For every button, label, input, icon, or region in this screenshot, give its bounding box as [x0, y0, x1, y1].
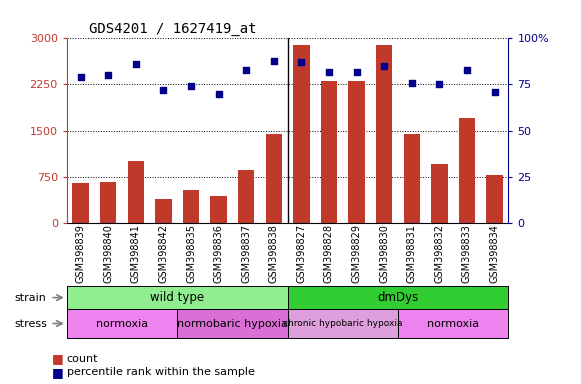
Bar: [288, 309, 398, 338]
Point: [297, 59, 306, 65]
Text: wild type: wild type: [150, 291, 205, 304]
Bar: [127, 161, 144, 223]
Bar: [72, 183, 89, 223]
Bar: [348, 81, 365, 223]
Text: GDS4201 / 1627419_at: GDS4201 / 1627419_at: [89, 22, 256, 36]
Bar: [67, 286, 288, 309]
Bar: [100, 182, 116, 223]
Bar: [210, 196, 227, 223]
Text: normoxia: normoxia: [96, 318, 148, 329]
Point: [435, 81, 444, 88]
Text: chronic hypobaric hypoxia: chronic hypobaric hypoxia: [283, 319, 403, 328]
Bar: [155, 199, 172, 223]
Point: [187, 83, 196, 89]
Point: [379, 63, 389, 69]
Bar: [288, 286, 508, 309]
Point: [462, 67, 472, 73]
Point: [324, 68, 333, 74]
Bar: [486, 175, 503, 223]
Bar: [459, 118, 475, 223]
Text: ■: ■: [52, 353, 64, 366]
Bar: [376, 45, 393, 223]
Point: [214, 91, 223, 97]
Bar: [67, 309, 177, 338]
Bar: [238, 170, 254, 223]
Text: ■: ■: [52, 366, 64, 379]
Point: [131, 61, 141, 67]
Text: normobaric hypoxia: normobaric hypoxia: [177, 318, 288, 329]
Text: strain: strain: [15, 293, 46, 303]
Point: [490, 89, 499, 95]
Bar: [398, 309, 508, 338]
Point: [269, 58, 278, 64]
Point: [352, 68, 361, 74]
Point: [159, 87, 168, 93]
Text: normoxia: normoxia: [427, 318, 479, 329]
Text: count: count: [67, 354, 98, 364]
Bar: [182, 190, 199, 223]
Bar: [293, 45, 310, 223]
Bar: [266, 134, 282, 223]
Bar: [321, 81, 337, 223]
Text: dmDys: dmDys: [378, 291, 418, 304]
Text: stress: stress: [15, 318, 48, 329]
Bar: [177, 309, 288, 338]
Point: [242, 67, 251, 73]
Text: percentile rank within the sample: percentile rank within the sample: [67, 367, 254, 377]
Point: [76, 74, 85, 80]
Point: [407, 79, 417, 86]
Bar: [403, 134, 420, 223]
Bar: [431, 164, 447, 223]
Point: [103, 72, 113, 78]
